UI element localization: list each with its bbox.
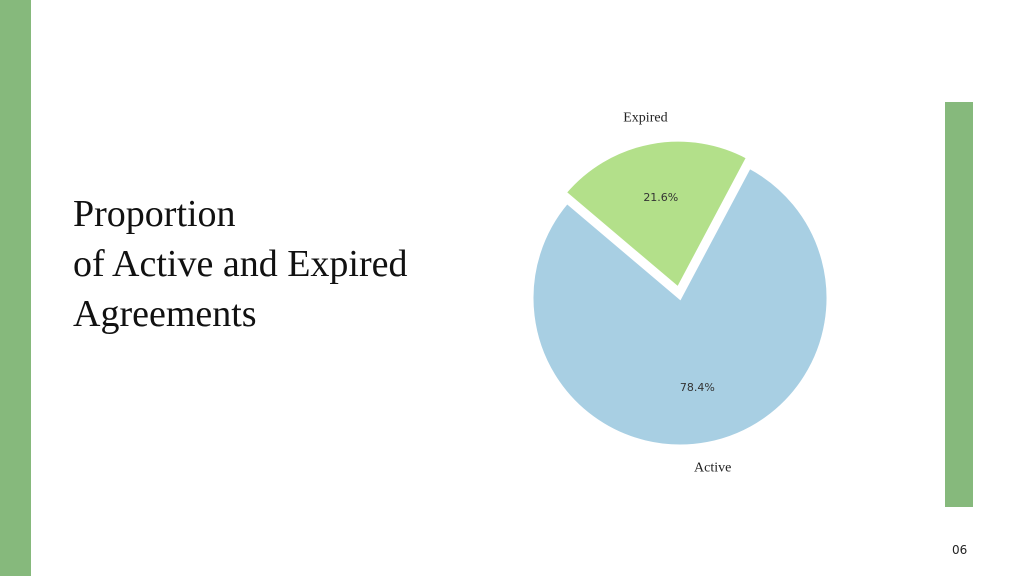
slice-label: Expired <box>623 110 667 125</box>
title-line: Agreements <box>73 293 257 335</box>
pie-slice <box>563 138 750 291</box>
value-label: 21.6% <box>643 191 678 204</box>
page-number: 06 <box>952 543 967 557</box>
slice-label: Active <box>694 460 731 475</box>
title-line: Proportion <box>73 193 236 235</box>
value-label: 78.4% <box>680 381 715 394</box>
left-bar <box>0 0 31 576</box>
title-line: of Active and Expired <box>73 243 408 285</box>
right-bar <box>945 102 973 507</box>
pie-chart: Active 78.4% Expired 21.6% <box>530 110 830 475</box>
pie-slice <box>530 165 830 448</box>
